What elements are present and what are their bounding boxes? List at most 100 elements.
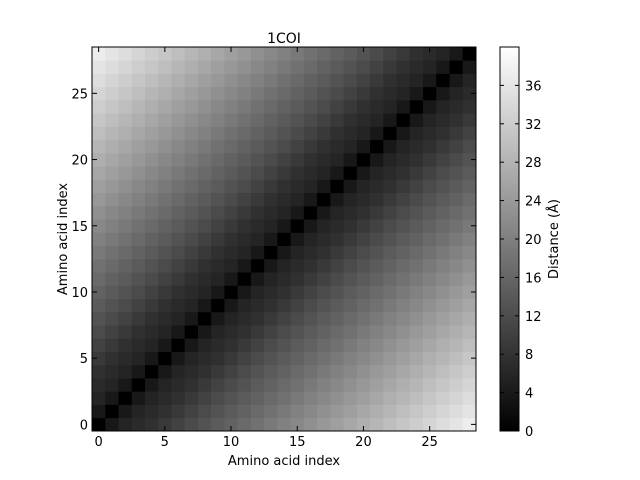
heatmap-cell [409, 139, 424, 154]
heatmap-cell [356, 351, 371, 366]
x-tick-label: 20 [355, 435, 372, 450]
heatmap-cell [264, 298, 278, 313]
heatmap-cell [290, 126, 305, 141]
heatmap-cell [264, 351, 278, 366]
heatmap-cell [462, 73, 477, 88]
heatmap-cell [184, 126, 199, 141]
heatmap-cell [370, 285, 384, 299]
heatmap-cell [396, 364, 411, 379]
heatmap-cell [462, 311, 477, 326]
heatmap-cell [277, 152, 292, 167]
heatmap-cell [330, 86, 344, 101]
heatmap-cell [462, 391, 477, 405]
heatmap-cell [171, 192, 186, 207]
heatmap-cell [131, 47, 146, 61]
heatmap-cell [171, 219, 186, 233]
heatmap-cell [356, 99, 371, 114]
heatmap-cell [144, 73, 159, 88]
heatmap-cell [211, 219, 225, 233]
heatmap-cell [462, 285, 477, 299]
heatmap-cell [409, 391, 424, 405]
heatmap-cell [343, 192, 358, 207]
heatmap-cell [290, 99, 305, 114]
heatmap-cell [303, 258, 318, 273]
heatmap-cell [250, 404, 265, 419]
heatmap-cell [250, 126, 265, 141]
x-tick-label: 10 [223, 435, 240, 450]
heatmap-cell [105, 338, 119, 352]
heatmap-cell [277, 113, 292, 127]
heatmap-cell [92, 166, 106, 180]
heatmap-cell [409, 325, 424, 339]
heatmap-cell [277, 364, 292, 379]
heatmap-cell [317, 232, 331, 247]
heatmap-cell [250, 285, 265, 299]
heatmap-cell [264, 205, 278, 220]
heatmap-cell [197, 298, 212, 313]
heatmap-cell [158, 99, 172, 114]
heatmap-cell [370, 378, 384, 392]
heatmap-cell [303, 152, 318, 167]
heatmap-cell [118, 179, 133, 194]
heatmap-cell [264, 311, 278, 326]
heatmap-cell [197, 338, 212, 352]
heatmap-cell [158, 311, 172, 326]
heatmap-cell [462, 258, 477, 273]
heatmap-cell [343, 258, 358, 273]
x-axis-ticks: 0 5 10 15 20 25 [94, 47, 438, 450]
heatmap-cell [184, 47, 199, 61]
heatmap-cell [383, 417, 397, 432]
heatmap-cell [211, 86, 225, 101]
heatmap-cell [211, 60, 225, 74]
heatmap-cell [277, 245, 292, 260]
heatmap-cell [396, 325, 411, 339]
heatmap-cell [436, 391, 450, 405]
heatmap-cell [131, 113, 146, 127]
heatmap-cell [211, 417, 225, 432]
heatmap-cell [158, 126, 172, 141]
heatmap-cell [184, 139, 199, 154]
heatmap-cell [237, 285, 252, 299]
heatmap-cell [396, 47, 411, 61]
heatmap-cell [105, 285, 119, 299]
heatmap-cell [211, 272, 225, 286]
heatmap-cell [330, 179, 344, 194]
heatmap-cell [303, 404, 318, 419]
heatmap-cell [343, 417, 358, 432]
heatmap-cell [197, 152, 212, 167]
heatmap-cell [158, 47, 172, 61]
heatmap-cell [171, 47, 186, 61]
heatmap-cell [317, 219, 331, 233]
heatmap-cell [317, 338, 331, 352]
heatmap-cell [211, 325, 225, 339]
heatmap-cell [290, 364, 305, 379]
heatmap-cell [92, 205, 106, 220]
heatmap-cell [118, 338, 133, 352]
heatmap-cell [264, 192, 278, 207]
heatmap-cell [436, 179, 450, 194]
heatmap-cell [184, 245, 199, 260]
heatmap-cell [264, 113, 278, 127]
heatmap-cell [171, 298, 186, 313]
heatmap-cell [303, 232, 318, 247]
heatmap-cell [356, 47, 371, 61]
heatmap-cell [436, 364, 450, 379]
heatmap-cell [330, 364, 344, 379]
heatmap-cell [290, 245, 305, 260]
heatmap-cell [264, 391, 278, 405]
heatmap-cell [92, 86, 106, 101]
heatmap-cell [144, 60, 159, 74]
heatmap-cell [317, 272, 331, 286]
heatmap-cell [224, 99, 239, 114]
heatmap-cell [343, 113, 358, 127]
heatmap-cell [184, 298, 199, 313]
heatmap-cell [118, 378, 133, 392]
heatmap-cell [383, 205, 397, 220]
heatmap-cell [237, 338, 252, 352]
heatmap-cell [171, 152, 186, 167]
heatmap-cell [250, 364, 265, 379]
heatmap-cell [330, 47, 344, 61]
heatmap-cell [303, 73, 318, 88]
heatmap-cell [277, 391, 292, 405]
heatmap-cell [237, 166, 252, 180]
